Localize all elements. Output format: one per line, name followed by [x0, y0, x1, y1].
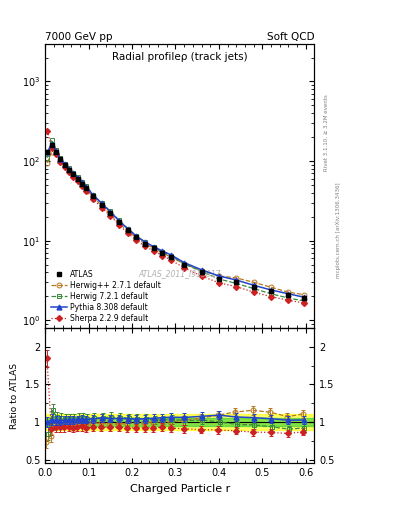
- Text: 7000 GeV pp: 7000 GeV pp: [45, 32, 113, 42]
- Bar: [45, 414, 314, 430]
- Y-axis label: Ratio to ATLAS: Ratio to ATLAS: [10, 362, 19, 429]
- Text: Soft QCD: Soft QCD: [267, 32, 314, 42]
- Legend: ATLAS, Herwig++ 2.7.1 default, Herwig 7.2.1 default, Pythia 8.308 default, Sherp: ATLAS, Herwig++ 2.7.1 default, Herwig 7.…: [49, 268, 163, 324]
- Bar: [45, 418, 314, 426]
- Text: Radial profileρ (track jets): Radial profileρ (track jets): [112, 52, 248, 62]
- X-axis label: Charged Particle r: Charged Particle r: [130, 484, 230, 494]
- Text: mcplots.cern.ch [arXiv:1306.3436]: mcplots.cern.ch [arXiv:1306.3436]: [336, 183, 341, 278]
- Text: Rivet 3.1.10, ≥ 3.2M events: Rivet 3.1.10, ≥ 3.2M events: [324, 95, 329, 172]
- Text: ATLAS_2011_I919017: ATLAS_2011_I919017: [139, 269, 221, 279]
